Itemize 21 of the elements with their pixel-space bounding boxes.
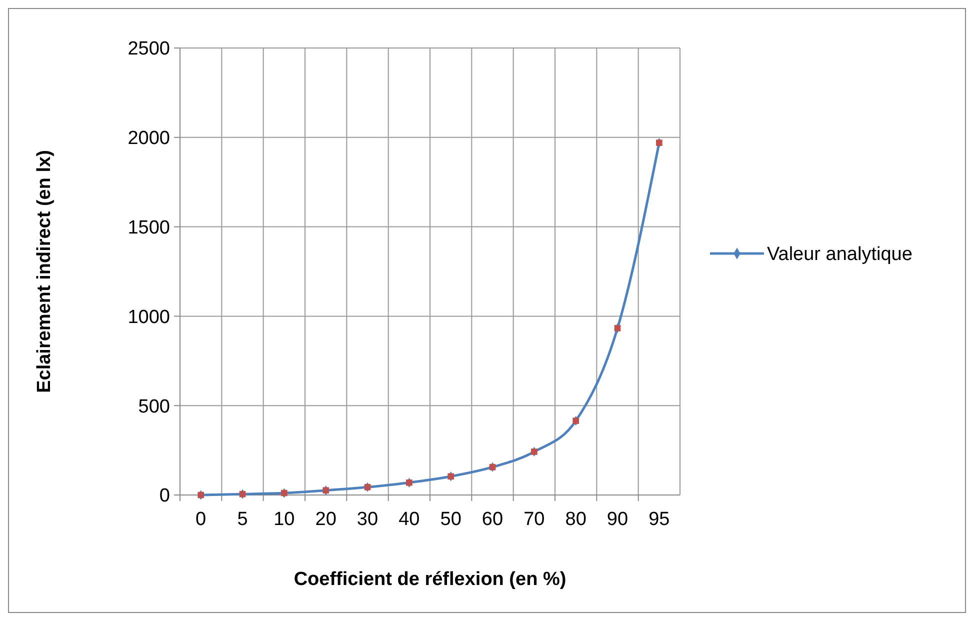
- y-axis-title: Eclairement indirect (en lx): [34, 150, 55, 393]
- x-tick-label: 95: [648, 509, 670, 530]
- x-tick-label: 70: [524, 509, 545, 530]
- x-tick-label: 10: [274, 509, 295, 530]
- x-tick-label: 80: [565, 509, 586, 530]
- y-tick-label: 0: [159, 486, 170, 507]
- legend-label: Valeur analytique: [767, 244, 912, 266]
- x-tick-label: 60: [482, 509, 504, 530]
- y-tick-label: 2000: [128, 128, 170, 150]
- x-tick-label: 50: [440, 509, 462, 530]
- x-tick-label: 40: [398, 509, 420, 530]
- x-tick-label: 5: [237, 509, 248, 530]
- y-tick-label: 1500: [128, 217, 170, 238]
- y-tick-label: 500: [138, 396, 170, 418]
- x-tick-label: 0: [196, 509, 206, 530]
- x-tick-label: 20: [315, 509, 336, 530]
- x-tick-label: 90: [606, 509, 628, 530]
- y-tick-label: 1000: [128, 306, 170, 328]
- x-tick-label: 30: [356, 509, 378, 530]
- y-tick-label: 2500: [128, 38, 170, 60]
- x-axis-title: Coefficient de réflexion (en %): [294, 569, 566, 590]
